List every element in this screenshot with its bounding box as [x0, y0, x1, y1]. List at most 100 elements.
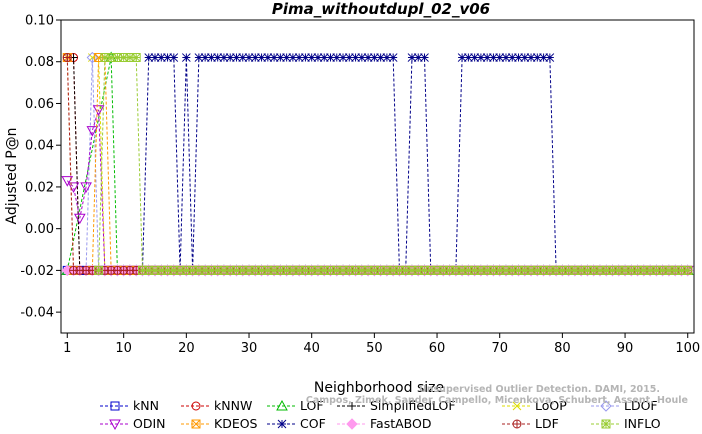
- point-cof: [344, 53, 354, 62]
- point-cof: [464, 53, 473, 62]
- point-ldof: [86, 51, 99, 64]
- series-line-simplifiedlof: [67, 57, 688, 271]
- point-cof: [470, 53, 479, 62]
- legend-item-kdeos: KDEOS: [181, 416, 258, 431]
- x-tick-label: 80: [554, 341, 571, 356]
- point-cof: [257, 53, 266, 62]
- point-cof: [276, 53, 285, 62]
- legend-label: kNN: [133, 398, 159, 413]
- series-ldof: [80, 51, 694, 277]
- point-cof: [250, 53, 260, 62]
- series-layer: [61, 51, 694, 277]
- legend-label: LDOF: [624, 398, 658, 413]
- y-tick-label: 0.08: [25, 55, 54, 70]
- legend-item-ldof: LDOF: [591, 398, 658, 413]
- series-line-loop: [92, 57, 688, 271]
- point-cof: [200, 53, 210, 62]
- y-tick-label: 0.06: [25, 97, 54, 112]
- series-kdeos: [62, 53, 693, 275]
- legend-item-cof: COF: [267, 416, 326, 431]
- series-line-ldof: [85, 57, 688, 271]
- legend-label: COF: [300, 416, 326, 431]
- series-knnw: [62, 53, 693, 275]
- series-ldf: [62, 53, 693, 275]
- point-cof: [413, 53, 423, 62]
- point-inflo: [131, 53, 141, 63]
- point-cof: [225, 53, 235, 62]
- point-odin: [86, 126, 99, 137]
- x-tick-label: 40: [303, 341, 320, 356]
- series-line-odin: [66, 109, 688, 271]
- point-cof: [194, 53, 204, 62]
- point-cof: [213, 53, 223, 62]
- legend-item-lof: LOF: [267, 398, 324, 413]
- x-tick-label: 20: [178, 341, 195, 356]
- point-cof: [382, 53, 392, 62]
- legend-marker: [512, 401, 522, 411]
- point-odin: [73, 213, 86, 225]
- x-tick-label: 100: [675, 341, 700, 356]
- point-cof: [495, 53, 505, 62]
- point-odin: [80, 182, 92, 193]
- point-cof: [244, 53, 254, 62]
- y-tick-label: -0.02: [20, 264, 54, 279]
- point-odin: [61, 176, 74, 187]
- legend-marker: [348, 402, 356, 410]
- legend-marker: [346, 418, 358, 430]
- point-inflo: [94, 265, 104, 275]
- point-cof: [351, 53, 360, 62]
- legend-marker: [600, 400, 612, 412]
- series-lof: [61, 51, 694, 275]
- legend-item-inflo: INFLO: [591, 416, 661, 431]
- point-cof: [144, 53, 154, 62]
- x-tick-label: 90: [617, 341, 634, 356]
- x-tick-label: 60: [429, 341, 446, 356]
- x-tick-label: 70: [491, 341, 508, 356]
- series-odin: [61, 105, 694, 277]
- point-cof: [407, 53, 417, 62]
- legend: kNN kNNW LOF SimplifiedLOF LoOP LDOF ODIN KDEOS…: [100, 398, 661, 431]
- legend-marker: [191, 419, 201, 429]
- legend-label: LOF: [300, 398, 324, 413]
- point-cof: [294, 53, 304, 62]
- legend-item-loop: LoOP: [502, 398, 567, 413]
- legend-label: LDF: [535, 416, 559, 431]
- point-cof: [238, 53, 248, 62]
- point-cof: [263, 53, 273, 62]
- plot-frame: [60, 19, 695, 334]
- point-inflo: [683, 265, 693, 275]
- point-odin: [67, 182, 80, 193]
- point-cof: [489, 53, 498, 62]
- series-inflo: [94, 53, 693, 275]
- point-cof: [482, 53, 492, 62]
- series-simplifiedlof: [63, 53, 692, 275]
- series-line-cof: [141, 57, 688, 271]
- legend-marker: [110, 401, 120, 411]
- point-cof: [307, 53, 317, 62]
- x-tick-label: 10: [115, 341, 132, 356]
- point-cof: [332, 53, 342, 62]
- point-cof: [163, 53, 172, 62]
- axis-ticks: 1 10 20 30 40 50 60 70 80 90 100 -0.04 -0.02 0.00 0.02…: [20, 14, 700, 357]
- legend-label: kNNW: [214, 398, 252, 413]
- point-cof: [219, 53, 229, 62]
- point-odin: [92, 105, 105, 116]
- point-cof: [156, 53, 166, 62]
- point-cof: [501, 53, 511, 62]
- y-tick-label: 0.04: [25, 139, 54, 154]
- point-cof: [388, 53, 398, 62]
- point-cof: [376, 53, 385, 62]
- legend-item-ldf: LDF: [502, 416, 559, 431]
- point-cof: [357, 53, 367, 62]
- point-cof: [363, 53, 373, 62]
- legend-item-simplifiedlof: SimplifiedLOF: [337, 398, 456, 413]
- chart-title: Pima_withoutdupl_02_v06: [272, 0, 490, 18]
- legend-label: ODIN: [133, 416, 166, 431]
- point-cof: [370, 53, 379, 62]
- legend-label: LoOP: [535, 398, 567, 413]
- legend-marker: [601, 419, 611, 429]
- point-cof: [169, 53, 179, 62]
- legend-marker: [191, 401, 201, 411]
- x-tick-label: 30: [241, 341, 258, 356]
